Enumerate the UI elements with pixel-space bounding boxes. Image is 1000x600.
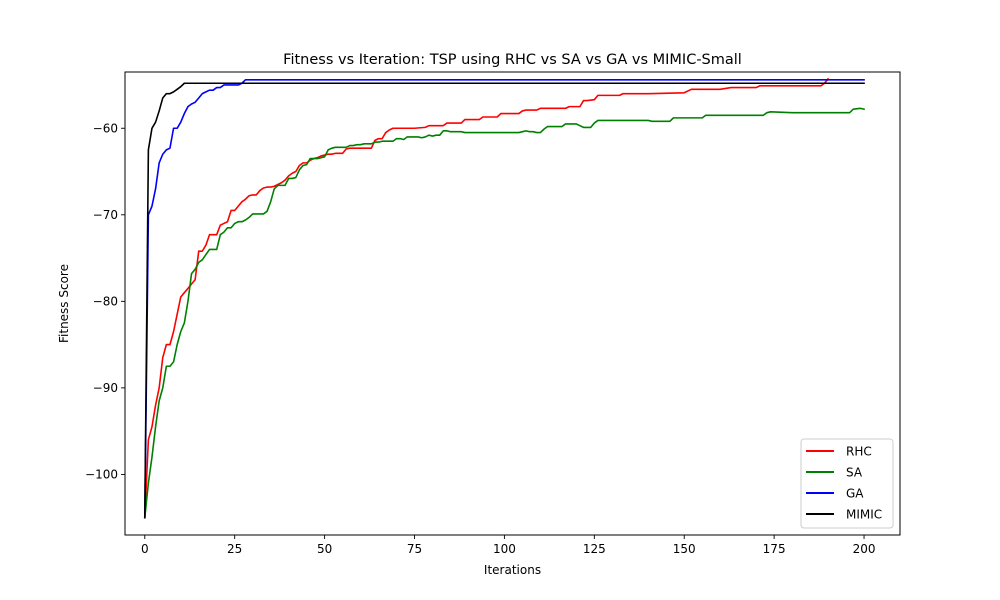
axes-frame — [124, 71, 901, 536]
x-tick-label: 0 — [141, 542, 149, 556]
y-tick-label: −100 — [85, 467, 118, 481]
plot-area — [125, 72, 900, 535]
y-axis: −100 −90 −80 −70 −60 — [85, 121, 125, 481]
y-tick-label: −60 — [93, 121, 118, 135]
series-line-mimic — [143, 82, 865, 519]
legend-label-sa: SA — [846, 466, 863, 480]
legend-label-mimic: MIMIC — [846, 508, 882, 522]
x-tick-label: 175 — [763, 542, 786, 556]
series-layer — [143, 77, 866, 519]
legend-label-ga: GA — [846, 487, 864, 501]
legend-box — [800, 438, 894, 529]
x-axis-label: Iterations — [484, 563, 541, 577]
y-tick-label: −70 — [93, 208, 118, 222]
x-tick-label: 75 — [407, 542, 422, 556]
series-line-sa — [143, 107, 866, 519]
x-tick-label: 50 — [317, 542, 332, 556]
x-tick-label: 200 — [853, 542, 876, 556]
y-tick-label: −90 — [93, 381, 118, 395]
y-axis-label: Fitness Score — [57, 264, 71, 343]
series-line-rhc — [143, 77, 830, 519]
x-tick-label: 100 — [493, 542, 516, 556]
x-tick-label: 150 — [673, 542, 696, 556]
legend-label-rhc: RHC — [846, 445, 872, 459]
x-tick-label: 125 — [583, 542, 606, 556]
series-line-ga — [143, 78, 865, 519]
x-axis: 0 25 50 75 100 125 150 175 200 — [141, 535, 876, 556]
y-tick-label: −80 — [93, 294, 118, 308]
legend: RHC SA GA MIMIC — [800, 438, 894, 529]
chart-title: Fitness vs Iteration: TSP using RHC vs S… — [283, 52, 742, 68]
x-tick-label: 25 — [227, 542, 242, 556]
